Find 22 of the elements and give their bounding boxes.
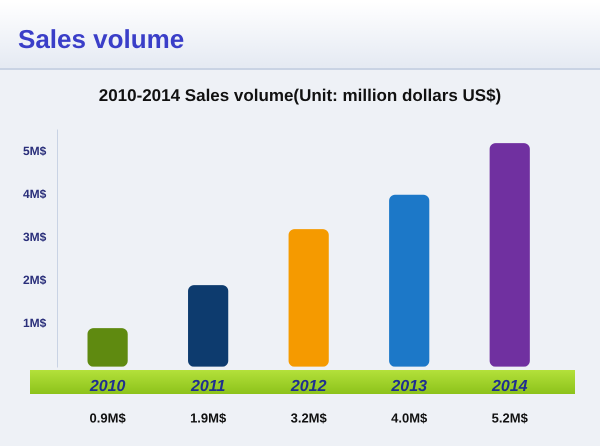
x-tick-label: 2013 xyxy=(390,378,428,395)
bar xyxy=(490,143,530,367)
bar xyxy=(88,328,128,367)
data-label: 3.2M$ xyxy=(290,410,328,426)
x-tick-label: 2014 xyxy=(490,378,528,395)
y-tick-label: 5M$ xyxy=(23,144,47,158)
bar xyxy=(188,285,228,367)
x-tick-label: 2012 xyxy=(290,378,327,395)
x-tick-label: 2011 xyxy=(190,378,226,395)
data-label: 0.9M$ xyxy=(90,410,126,426)
bar xyxy=(288,229,329,367)
bar xyxy=(389,194,430,367)
y-tick-label: 2M$ xyxy=(23,273,47,288)
y-tick-label: 1M$ xyxy=(23,316,47,330)
x-tick-label: 2010 xyxy=(88,378,126,395)
data-label: 1.9M$ xyxy=(190,410,227,426)
chart-subtitle: 2010-2014 Sales volume(Unit: million dollars US$) xyxy=(98,86,502,106)
data-label: 4.0M$ xyxy=(391,410,428,426)
y-tick-label: 3M$ xyxy=(23,230,47,244)
y-tick-label: 4M$ xyxy=(23,187,47,202)
data-label: 5.2M$ xyxy=(492,410,529,426)
chart-title: Sales volume xyxy=(18,24,184,55)
